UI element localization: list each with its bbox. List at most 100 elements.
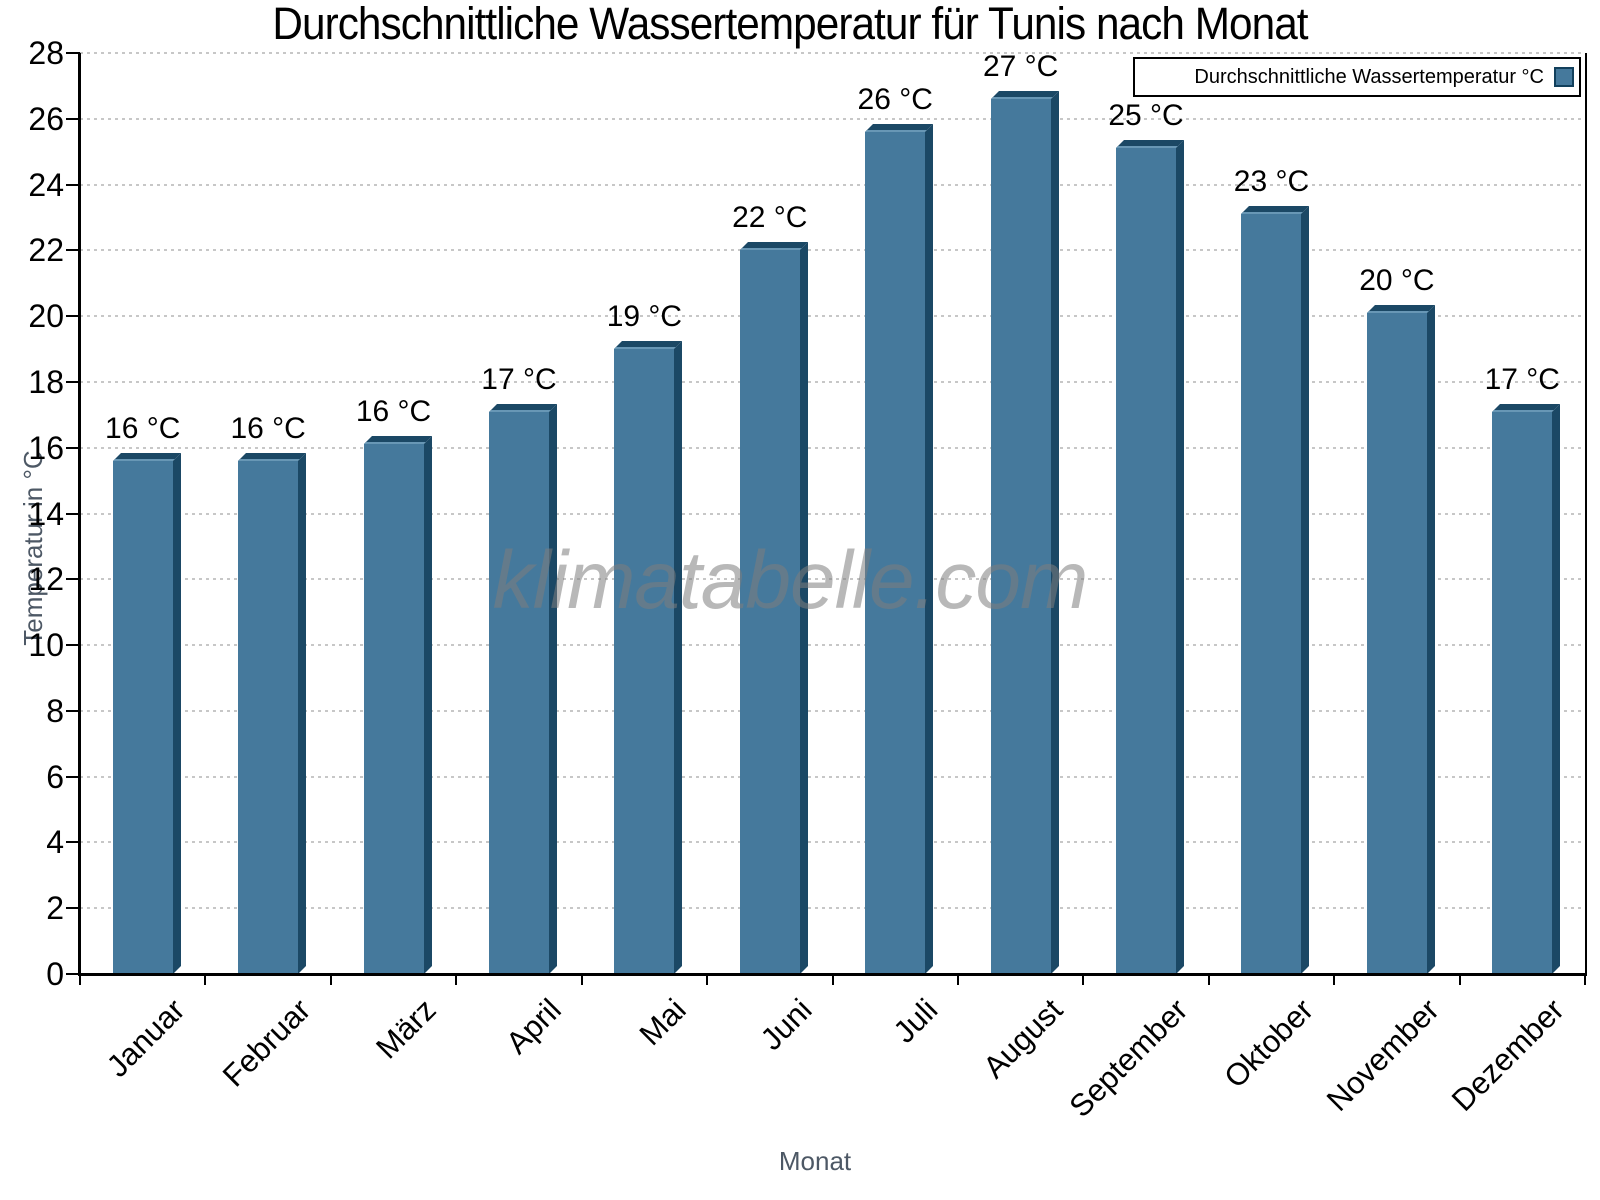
- y-tick-label: 8: [46, 692, 64, 729]
- watermark: klimatabelle.com: [492, 535, 1089, 626]
- x-axis-tick: [1207, 974, 1210, 985]
- legend-item[interactable]: Durchschnittliche Wassertemperatur °C: [1133, 57, 1581, 97]
- x-axis-tick: [580, 974, 583, 985]
- bar-top-face: [112, 452, 181, 461]
- gridline: [80, 709, 1585, 712]
- x-axis-tick: [831, 974, 834, 985]
- plot-right-border: [1585, 53, 1587, 975]
- bar-value-label: 25 °C: [1108, 99, 1184, 133]
- y-tick-label: 18: [28, 363, 64, 400]
- y-axis-tick: [66, 907, 80, 910]
- y-axis-tick: [66, 841, 80, 844]
- x-tick-label: Januar: [99, 992, 192, 1084]
- y-tick-label: 26: [28, 100, 64, 137]
- y-tick-label: 14: [28, 495, 64, 532]
- bar-märz[interactable]: [363, 436, 432, 974]
- x-axis-tick: [1082, 974, 1085, 985]
- bar-januar[interactable]: [112, 452, 181, 974]
- gridline: [80, 907, 1585, 910]
- bar-mai[interactable]: [614, 341, 683, 974]
- x-tick-label: Mai: [633, 992, 694, 1053]
- bar-value-label: 17 °C: [481, 362, 557, 396]
- bar-side-face: [298, 452, 307, 974]
- y-tick-label: 4: [46, 824, 64, 861]
- y-axis-tick: [66, 644, 80, 647]
- x-tick-label: Oktober: [1217, 992, 1321, 1095]
- gridline: [80, 775, 1585, 778]
- bar-front-face: [865, 131, 926, 974]
- bar-oktober[interactable]: [1241, 206, 1310, 974]
- bar-side-face: [1426, 304, 1435, 974]
- bar-top-face: [1241, 206, 1310, 215]
- gridline: [80, 183, 1585, 186]
- bar-value-label: 23 °C: [1233, 165, 1310, 199]
- y-tick-label: 10: [28, 627, 64, 664]
- x-axis-tick: [1333, 974, 1336, 985]
- y-axis-tick: [66, 380, 80, 383]
- y-axis-tick: [66, 117, 80, 120]
- bar-september[interactable]: [1116, 140, 1185, 974]
- bar-top-face: [865, 123, 934, 132]
- y-axis-tick: [66, 183, 80, 186]
- bar-front-face: [614, 349, 675, 974]
- chart-title: Durchschnittliche Wassertemperatur für T…: [272, 0, 1308, 49]
- y-tick-label: 22: [28, 232, 64, 269]
- bar-april[interactable]: [488, 403, 557, 974]
- y-axis-tick: [66, 709, 80, 712]
- bar-top-face: [1366, 304, 1435, 313]
- y-axis-tick: [66, 578, 80, 581]
- bar-value-label: 26 °C: [857, 82, 933, 116]
- bar-front-face: [1241, 214, 1302, 974]
- bar-juli[interactable]: [865, 123, 934, 974]
- bar-value-label: 19 °C: [606, 300, 683, 334]
- bar-top-face: [990, 91, 1059, 100]
- bar-august[interactable]: [990, 91, 1059, 974]
- bar-dezember[interactable]: [1492, 403, 1561, 974]
- bar-top-face: [1492, 403, 1561, 412]
- bar-side-face: [548, 403, 557, 974]
- bar-side-face: [1176, 140, 1185, 974]
- x-tick-label: September: [1062, 992, 1195, 1124]
- bar-value-label: 16 °C: [355, 395, 432, 429]
- bar-side-face: [172, 452, 181, 974]
- x-axis-tick: [204, 974, 207, 985]
- y-tick-label: 12: [28, 561, 64, 598]
- gridline: [80, 52, 1585, 54]
- bar-value-label: 22 °C: [732, 201, 808, 235]
- bar-side-face: [1050, 91, 1059, 974]
- bar-value-label: 20 °C: [1359, 263, 1435, 297]
- y-axis-tick: [66, 446, 80, 449]
- x-axis-tick: [706, 974, 709, 985]
- bar-side-face: [423, 436, 432, 974]
- y-tick-label: 6: [46, 758, 64, 795]
- gridline: [80, 644, 1585, 647]
- x-tick-label: Juni: [753, 992, 819, 1057]
- x-axis-tick: [1584, 974, 1586, 985]
- bar-value-label: 27 °C: [982, 50, 1059, 84]
- bar-value-label: 16 °C: [230, 411, 306, 445]
- bar-top-face: [488, 403, 557, 412]
- bar-november[interactable]: [1366, 304, 1435, 974]
- bar-front-face: [1492, 411, 1553, 974]
- x-tick-label: Februar: [215, 992, 317, 1094]
- bar-februar[interactable]: [238, 452, 307, 974]
- x-tick-label: November: [1319, 992, 1446, 1118]
- y-tick-label: 16: [28, 429, 64, 466]
- x-tick-label: April: [499, 992, 568, 1061]
- bar-side-face: [1552, 403, 1561, 974]
- bar-top-face: [238, 452, 307, 461]
- gridline: [80, 249, 1585, 252]
- x-axis-tick: [455, 974, 458, 985]
- legend-label: Durchschnittliche Wassertemperatur °C: [1194, 65, 1544, 88]
- bar-top-face: [614, 341, 683, 350]
- y-tick-label: 20: [28, 298, 64, 335]
- gridline: [80, 315, 1585, 318]
- bar-top-face: [739, 242, 808, 251]
- bar-juni[interactable]: [739, 242, 808, 974]
- bar-front-face: [739, 250, 800, 974]
- x-axis-tick: [79, 974, 81, 985]
- gridline: [80, 380, 1585, 383]
- bar-side-face: [1301, 206, 1310, 974]
- bar-front-face: [112, 460, 173, 974]
- x-tick-label: Dezember: [1445, 992, 1572, 1118]
